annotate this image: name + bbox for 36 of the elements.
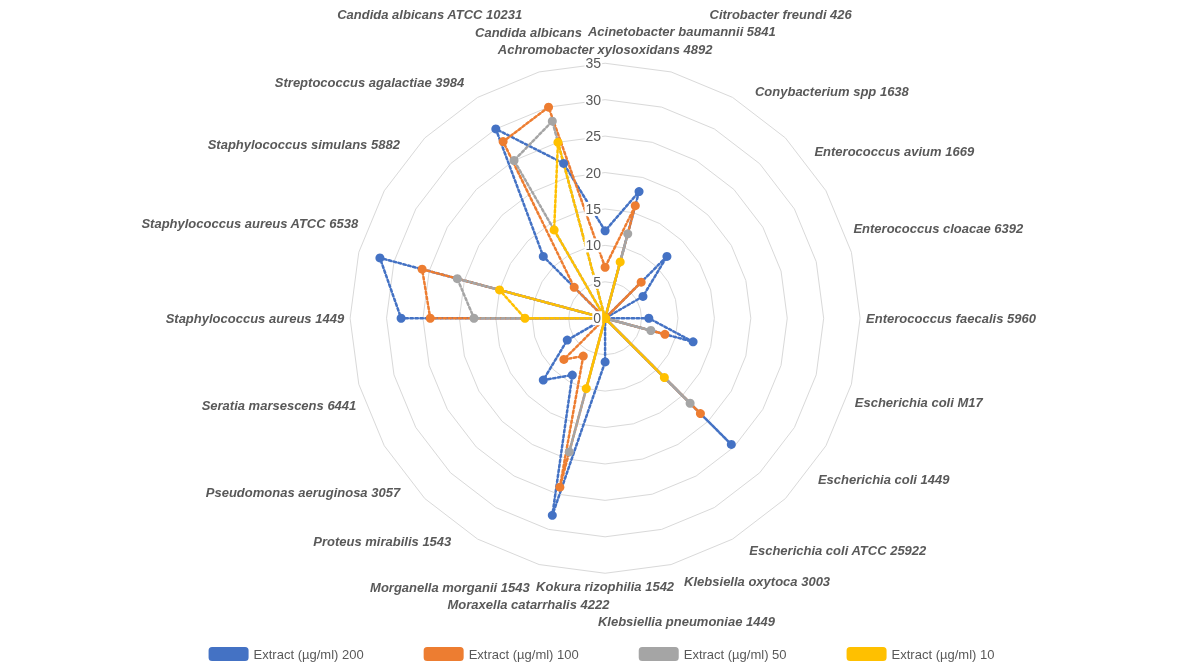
spoke-label: Pseudomonas aeruginosa 3057 xyxy=(205,485,401,501)
spoke-label: Klebsiellia pneumoniae 1449 xyxy=(597,614,776,630)
spoke-label: Escherichia coli M17 xyxy=(854,394,984,410)
spoke-label: Enterococcus avium 1669 xyxy=(814,143,975,159)
y-tick-label: 25 xyxy=(585,128,602,145)
y-tick-label: 0 xyxy=(593,310,602,327)
spoke-label: Staphylococcus aureus 1449 xyxy=(165,310,345,326)
spoke-label: Streptococcus agalactiae 3984 xyxy=(274,75,465,91)
spoke-label: Staphylococcus simulans 5882 xyxy=(207,136,401,152)
y-tick-label: 30 xyxy=(585,91,602,108)
legend-label: Extract (µg/ml) 10 xyxy=(891,646,995,662)
legend-label: Extract (µg/ml) 200 xyxy=(253,646,364,662)
spoke-label: Achromobacter xylosoxidans 4892 xyxy=(496,42,714,58)
spoke-label: Enterococcus faecalis 5960 xyxy=(866,310,1037,326)
y-tick-label: 5 xyxy=(593,273,602,290)
y-tick-label: 15 xyxy=(585,200,602,217)
spoke-label: Escherichia coli ATCC 25922 xyxy=(749,543,928,559)
spoke-label: Klebsiella oxytoca 3003 xyxy=(684,574,831,590)
spoke-label: Candida albicans ATCC 10231 xyxy=(337,6,523,22)
spoke-label: Enterococcus cloacae 6392 xyxy=(853,221,1024,237)
spoke-label: Moraxella catarrhalis 4222 xyxy=(447,596,611,612)
spoke-label: Citrobacter freundi 426 xyxy=(709,6,853,22)
spoke-label: Seratia marsescens 6441 xyxy=(201,398,357,414)
spoke-label: Candida albicans xyxy=(475,24,582,40)
spoke-label: Escherichia coli 1449 xyxy=(817,471,951,487)
spoke-label: Conybacterium spp 1638 xyxy=(754,83,910,99)
y-tick-label: 35 xyxy=(585,55,602,72)
legend-label: Extract (µg/ml) 50 xyxy=(683,646,787,662)
legend-label: Extract (µg/ml) 100 xyxy=(468,646,579,662)
spoke-label: Kokura rizophilia 1542 xyxy=(536,579,675,595)
spoke-label: Staphylococcus aureus ATCC 6538 xyxy=(141,215,359,231)
y-tick-label: 20 xyxy=(585,164,602,181)
spoke-label: Proteus mirabilis 1543 xyxy=(313,533,453,549)
spoke-label: Morganella morganii 1543 xyxy=(370,579,531,595)
spoke-label: Acinetobacter baumannii 5841 xyxy=(586,24,776,40)
y-tick-label: 10 xyxy=(585,237,602,254)
